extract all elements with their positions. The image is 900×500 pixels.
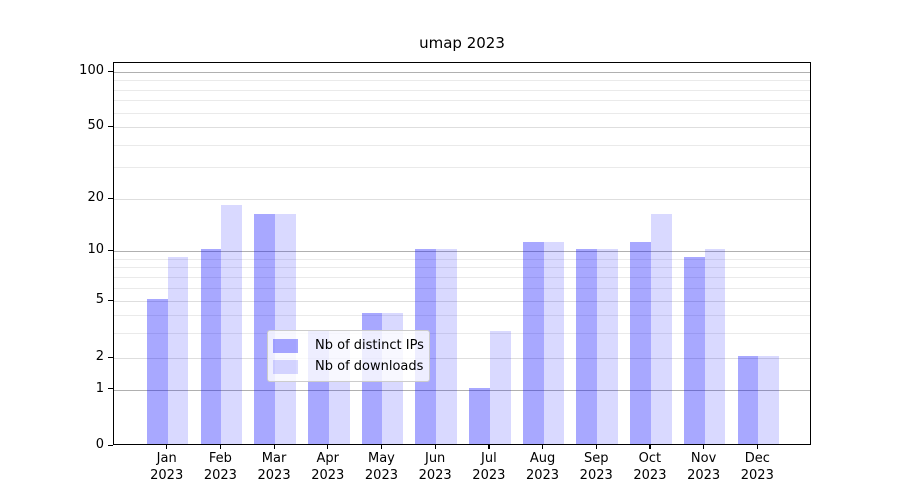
x-tick	[273, 445, 275, 449]
gridline-minor	[114, 258, 810, 260]
plot-area	[113, 62, 811, 445]
y-tick	[108, 125, 113, 127]
x-tick	[434, 445, 436, 449]
bar-downloads	[650, 213, 672, 444]
gridline-major	[114, 358, 810, 359]
x-tick-label: May 2023	[364, 451, 398, 483]
x-tick-label: Dec 2023	[740, 451, 774, 483]
bar-downloads	[167, 256, 189, 444]
x-tick-label: Feb 2023	[203, 451, 237, 483]
bar-distinct-ips	[146, 299, 168, 444]
x-tick-label: Oct 2023	[633, 451, 667, 483]
x-tick-label: Jul 2023	[472, 451, 506, 483]
gridline-major	[114, 301, 810, 302]
x-tick	[488, 445, 490, 449]
bar-distinct-ips	[254, 213, 276, 444]
gridline-minor	[114, 314, 810, 316]
bar-downloads	[543, 241, 565, 444]
x-tick-label: Mar 2023	[257, 451, 291, 483]
bar-downloads	[436, 249, 457, 444]
gridline-minor	[114, 276, 810, 278]
x-tick	[380, 445, 383, 449]
legend-entry: Nb of downloads	[273, 356, 424, 377]
y-tick	[108, 197, 113, 199]
bar-distinct-ips	[683, 256, 705, 444]
bar-downloads	[489, 330, 511, 444]
y-tick	[108, 299, 113, 301]
bar-downloads	[704, 249, 726, 444]
bar-distinct-ips	[200, 249, 222, 444]
x-tick-label: Jan 2023	[150, 451, 184, 483]
x-tick	[542, 445, 544, 449]
y-tick	[108, 388, 113, 390]
x-tick	[219, 445, 222, 449]
y-tick	[108, 444, 113, 446]
y-tick-label: 2	[95, 349, 104, 364]
y-tick	[108, 356, 113, 358]
legend-entry-label: Nb of distinct IPs	[315, 338, 424, 353]
gridline-minor	[114, 332, 810, 334]
gridline-minor	[114, 100, 810, 102]
x-tick	[166, 445, 168, 449]
x-tick	[649, 445, 651, 449]
bar-downloads	[758, 356, 780, 444]
bar-downloads	[597, 249, 619, 444]
bar-distinct-ips	[630, 241, 651, 444]
y-tick-label: 0	[95, 437, 104, 452]
legend-swatch-downloads	[273, 359, 298, 374]
y-tick-label: 100	[79, 63, 104, 78]
y-tick-label: 50	[87, 118, 104, 133]
x-tick-label: Jun 2023	[418, 451, 452, 483]
gridline-minor	[114, 89, 810, 91]
x-tick-label: Aug 2023	[525, 451, 560, 483]
y-tick-label: 20	[87, 190, 104, 205]
legend-swatch-distinct-ips	[273, 338, 298, 353]
gridline-major	[114, 127, 810, 128]
legend-entry-label: Nb of downloads	[315, 359, 424, 374]
gridline-minor	[114, 112, 810, 114]
x-tick-label: Nov 2023	[687, 451, 721, 483]
gridline-major	[114, 199, 810, 200]
x-tick	[756, 445, 758, 449]
x-tick-label: Sep 2023	[579, 451, 613, 483]
legend: Nb of distinct IPs Nb of downloads	[267, 330, 430, 382]
bar-distinct-ips	[737, 356, 759, 444]
bar-distinct-ips	[522, 241, 544, 444]
gridline-minor	[114, 287, 810, 289]
x-tick	[703, 445, 705, 449]
y-tick-label: 1	[95, 380, 104, 396]
y-tick-label: 10	[87, 242, 104, 257]
y-tick	[108, 249, 113, 251]
chart-title: umap 2023	[419, 34, 505, 52]
legend-entry: Nb of distinct IPs	[273, 335, 424, 356]
bar-distinct-ips	[576, 249, 598, 444]
bar-downloads	[275, 213, 296, 444]
bar-downloads	[221, 204, 243, 444]
gridline-minor	[114, 144, 810, 146]
x-tick-label: Apr 2023	[311, 451, 345, 483]
gridline-major	[114, 251, 810, 252]
y-tick-label: 5	[95, 292, 104, 307]
x-tick	[327, 445, 329, 449]
gridline-minor	[114, 167, 810, 169]
gridline-minor	[114, 267, 810, 269]
gridline-minor	[114, 80, 810, 82]
gridline-major	[114, 72, 810, 73]
y-tick	[108, 70, 113, 72]
x-tick	[595, 445, 597, 449]
gridline-major	[114, 389, 810, 391]
bar-distinct-ips	[469, 387, 490, 444]
